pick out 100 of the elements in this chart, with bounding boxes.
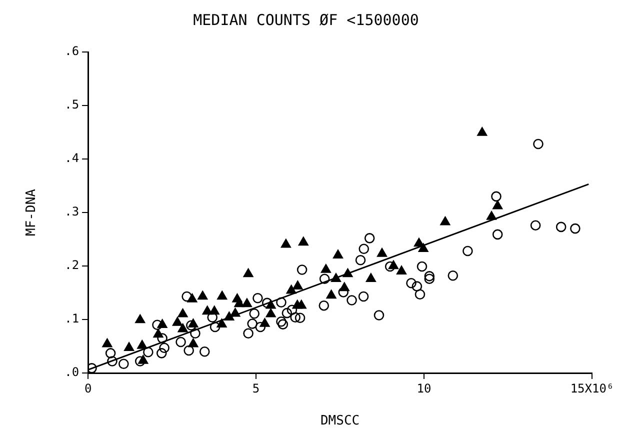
point [153,328,164,338]
point [424,271,435,282]
point [298,236,308,246]
point [135,314,146,324]
point [266,300,276,309]
point [202,306,212,315]
y-tick-label: .4 [64,151,80,166]
chart-title: MEDIAN COUNTS ØF <1500000 [193,10,419,29]
point [242,298,252,308]
point [178,323,188,332]
y-axis-title: MF-DNA [24,188,40,236]
point [157,333,168,344]
point [366,273,376,282]
point [414,289,426,300]
point [292,280,303,290]
point [230,308,240,317]
point [156,348,167,358]
point [188,338,198,348]
point [333,250,343,258]
point [326,290,336,299]
point [342,268,353,278]
point [286,304,298,316]
x-tick-label: 15X10⁶ [570,381,614,396]
point [296,300,306,309]
point [556,222,566,232]
y-tick-label: .3 [64,204,80,219]
point [570,223,580,234]
point [296,264,308,275]
point [184,345,194,356]
point [530,220,541,230]
point [188,318,198,328]
point [462,246,473,256]
point [187,294,198,302]
point [320,264,331,273]
point [377,248,387,257]
point [243,268,254,278]
x-tick-label: 5 [252,381,260,396]
point [152,320,162,330]
point [107,356,118,366]
point [159,342,170,354]
point [355,254,366,266]
point [105,348,116,358]
y-tick-label: .2 [64,258,80,272]
point [418,243,428,252]
y-tick-label: .1 [64,312,80,326]
point [339,282,350,292]
point [278,319,288,330]
point [280,238,291,248]
point [137,340,148,349]
y-tick-label: .5 [64,98,80,112]
point [178,308,188,318]
point [282,308,292,318]
point [276,316,286,327]
point [477,127,488,136]
point [134,356,146,366]
point [255,322,266,332]
point [364,233,375,244]
point [286,284,296,294]
x-tick-label: 0 [84,381,92,396]
point [217,290,228,300]
point [190,328,200,339]
point [102,338,112,348]
point [182,291,192,302]
point [533,138,544,150]
point [249,308,260,319]
point [276,297,286,308]
point [448,270,458,281]
point [124,342,134,352]
point [396,266,406,274]
point [492,229,503,240]
point [216,318,227,328]
point [414,238,424,247]
point [319,274,330,284]
y-tick-label: .0 [64,365,80,380]
point [290,312,300,323]
point [243,328,254,339]
point [210,322,220,332]
x-tick-label: 10 [416,381,432,396]
point [294,312,306,324]
point [209,306,220,315]
point [138,355,148,364]
point [486,211,497,220]
point [252,292,263,304]
point [338,287,349,298]
point [172,317,182,326]
point [384,261,396,272]
point [358,244,370,254]
point [346,295,357,306]
point [331,273,341,282]
point [440,216,450,226]
point [118,358,129,370]
point [388,260,398,270]
point [406,278,416,288]
point [266,308,276,318]
point [491,191,502,202]
point [416,261,428,272]
point [412,281,422,292]
point [157,319,168,328]
point [260,318,270,327]
point [186,320,196,331]
